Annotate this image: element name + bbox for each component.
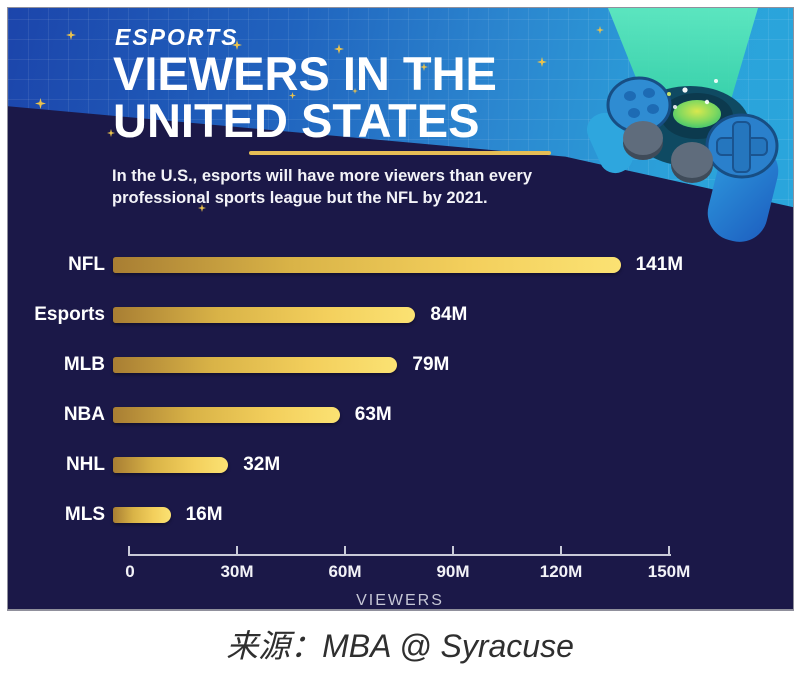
axis-tick	[344, 546, 346, 556]
sparkle-icon	[198, 204, 206, 212]
axis-tick	[560, 546, 562, 556]
bar-label: NHL	[65, 454, 105, 475]
bar-value: 84M	[430, 304, 468, 325]
axis-tick-label: 30M	[220, 562, 254, 581]
bar-row: NHL 32M	[24, 440, 780, 490]
bar-value: 79M	[412, 354, 450, 375]
sparkle-icon	[537, 57, 547, 67]
axis-tick-label: 150M	[647, 562, 691, 581]
axis-tick-label: 90M	[436, 562, 470, 581]
bar	[113, 457, 229, 473]
bar-value: 141M	[635, 254, 684, 275]
bar-value: 16M	[185, 504, 223, 525]
bar	[113, 307, 416, 323]
gold-divider	[249, 151, 551, 155]
bar-track: 32M	[113, 454, 280, 476]
x-tick-labels: 0 30M 60M 90M 120M 150M	[125, 562, 690, 584]
bar-row: MLB 79M	[24, 340, 780, 390]
sparkle-icon	[289, 92, 296, 99]
axis-tick-label: 120M	[539, 562, 583, 581]
bar-track: 16M	[113, 504, 223, 526]
x-axis-title: VIEWERS	[356, 592, 444, 609]
bar-row: MLS 16M	[24, 490, 780, 540]
page-title: VIEWERS IN THE UNITED STATES	[113, 47, 497, 147]
bar-label: Esports	[34, 304, 105, 325]
sparkle-icon	[232, 40, 242, 50]
axis-tick	[668, 546, 670, 556]
bar	[113, 257, 621, 273]
bar-track: 141M	[113, 254, 683, 276]
bar-value: 63M	[354, 404, 392, 425]
bar-track: 79M	[113, 354, 449, 376]
axis-tick	[236, 546, 238, 556]
sparkle-icon	[107, 129, 115, 137]
bar-value: 32M	[243, 454, 281, 475]
source-caption: 来源：MBA @ Syracuse	[226, 628, 574, 664]
bar-track: 63M	[113, 404, 392, 426]
game-controller-icon	[586, 76, 779, 242]
infographic-panel: ESPORTS VIEWERS IN THE UNITED STATES In …	[7, 7, 794, 611]
bar-row: NBA 63M	[24, 390, 780, 440]
bar	[113, 357, 398, 373]
x-axis-line	[129, 554, 671, 556]
axis-tick-label: 60M	[328, 562, 362, 581]
bar-chart: NFL 141M Esports 84M MLB 79M NBA 63M NHL 32M MLS 16…	[24, 240, 780, 540]
bar-label: NFL	[68, 254, 105, 275]
kicker-esports: ESPORTS	[115, 24, 239, 50]
subtitle: In the U.S., esports will have more view…	[112, 167, 532, 207]
bar-rows: NFL 141M Esports 84M MLB 79M NBA 63M NHL 32M MLS 16…	[24, 240, 780, 540]
bar-label: MLS	[64, 504, 105, 525]
axis-tick-label: 0	[125, 562, 135, 581]
sparkle-icon	[596, 26, 604, 34]
bar	[113, 407, 340, 423]
bar-label: NBA	[63, 404, 105, 425]
bar-row: NFL 141M	[24, 240, 780, 290]
sparkle-icon	[420, 63, 428, 71]
sparkle-icon	[334, 44, 344, 54]
sparkle-icon	[66, 30, 76, 40]
sparkle-icon	[352, 88, 358, 94]
sparkle-icon	[35, 98, 46, 109]
bar-label: MLB	[63, 354, 105, 375]
axis-tick	[128, 546, 130, 556]
bar-row: Esports 84M	[24, 290, 780, 340]
axis-tick	[452, 546, 454, 556]
x-axis	[128, 546, 671, 556]
bar	[113, 507, 171, 523]
bar-track: 84M	[113, 304, 467, 326]
